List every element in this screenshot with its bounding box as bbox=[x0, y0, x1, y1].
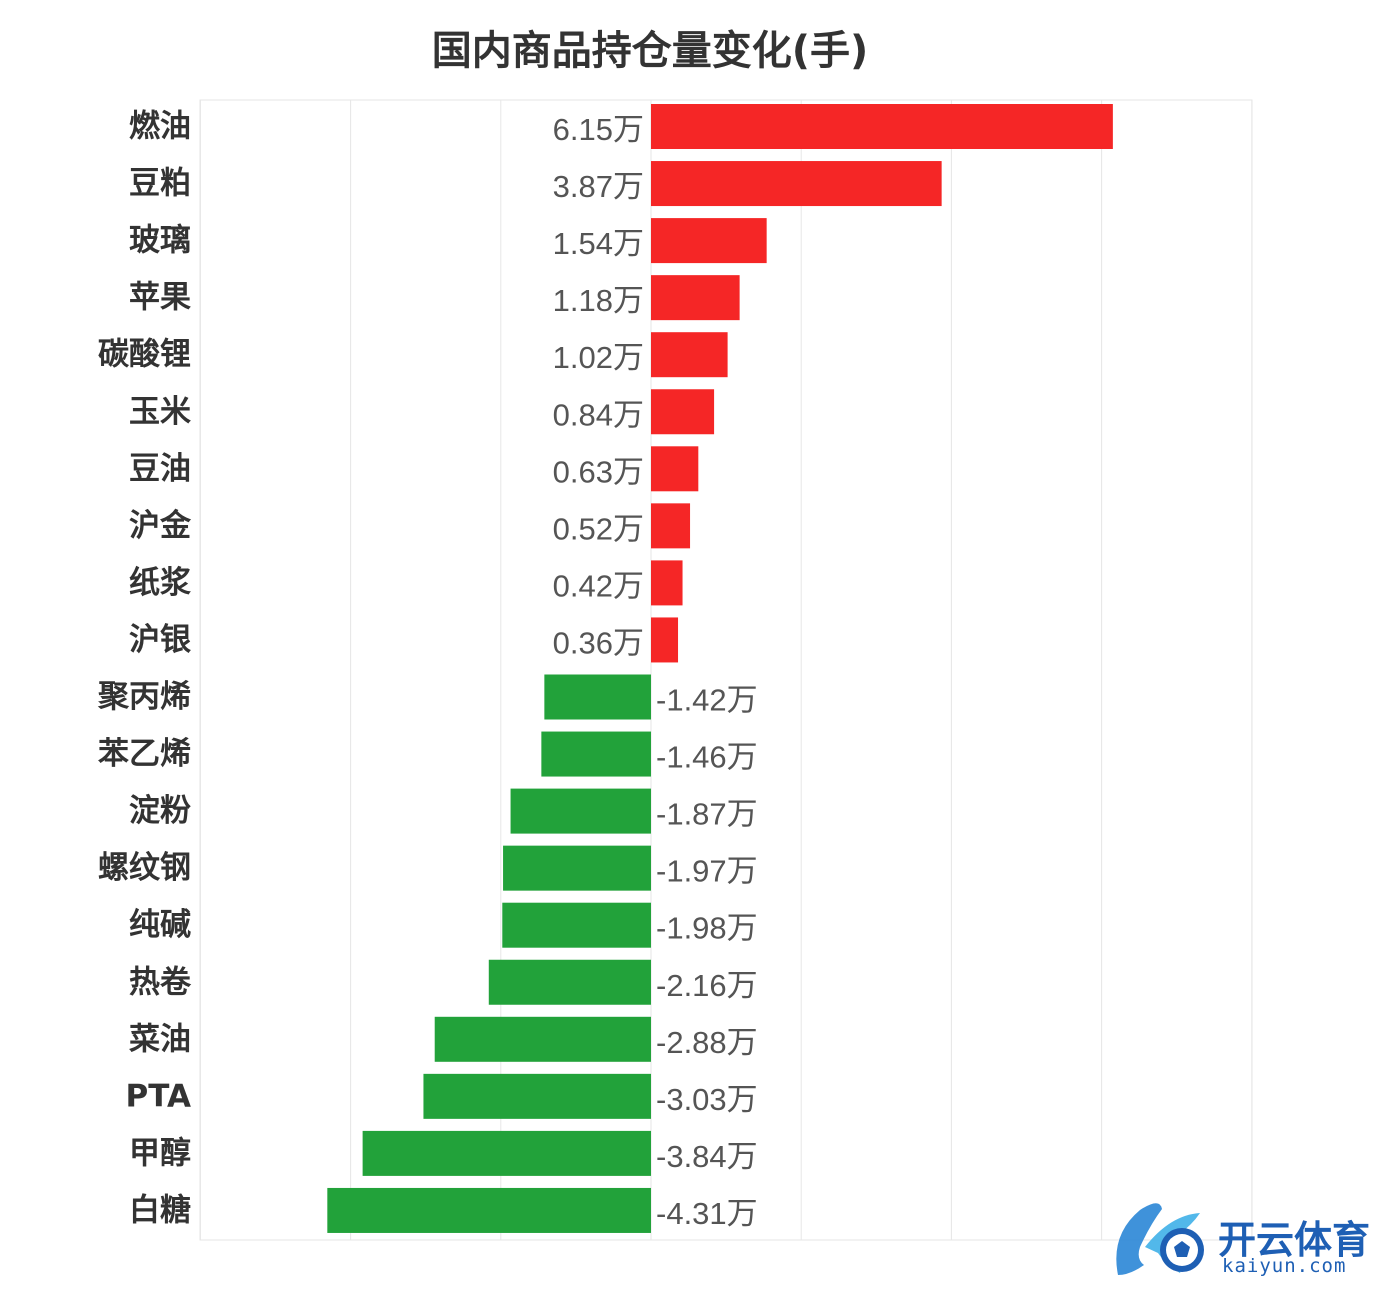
category-label: 豆粕 bbox=[129, 166, 191, 202]
category-label: 碳酸锂 bbox=[98, 337, 191, 373]
bar-1 bbox=[651, 161, 942, 207]
value-label: -1.97万 bbox=[656, 854, 758, 889]
value-label: 0.84万 bbox=[553, 397, 644, 432]
category-label: 纸浆 bbox=[129, 565, 191, 601]
category-label: 菜油 bbox=[129, 1021, 191, 1057]
watermark-text-en: kaiyun.com bbox=[1222, 1255, 1347, 1277]
value-label: 0.63万 bbox=[553, 454, 644, 489]
value-label: 1.18万 bbox=[553, 283, 644, 318]
value-label: -1.87万 bbox=[656, 797, 758, 832]
category-label: 淀粉 bbox=[129, 793, 191, 829]
value-label: 0.36万 bbox=[553, 625, 644, 660]
category-label: 甲醇 bbox=[129, 1135, 191, 1171]
bar-19 bbox=[327, 1187, 651, 1233]
value-label: 0.52万 bbox=[553, 511, 644, 546]
category-label: 白糖 bbox=[129, 1192, 191, 1228]
category-label: 燃油 bbox=[129, 109, 191, 145]
value-label: -3.03万 bbox=[656, 1082, 758, 1117]
bar-18 bbox=[362, 1130, 651, 1176]
plot-frame bbox=[199, 99, 1253, 1241]
bar-12 bbox=[510, 788, 651, 834]
bar-17 bbox=[423, 1073, 651, 1119]
category-label: 豆油 bbox=[129, 451, 191, 487]
value-label: 0.42万 bbox=[553, 568, 644, 603]
value-label: 1.02万 bbox=[553, 340, 644, 375]
category-label: 苯乙烯 bbox=[98, 736, 191, 772]
value-labels: 6.15万 3.87万 1.54万 1.18万 1.02万 0.84万 0.63万 0.52万… bbox=[553, 112, 758, 1231]
value-label: 6.15万 bbox=[553, 112, 644, 147]
value-label: -1.42万 bbox=[656, 683, 758, 718]
chart-title: 国内商品持仓量变化(手) bbox=[431, 28, 869, 74]
value-label: -4.31万 bbox=[656, 1196, 758, 1231]
category-label: 纯碱 bbox=[129, 907, 191, 943]
bar-3 bbox=[651, 275, 740, 321]
category-label: 沪金 bbox=[129, 508, 192, 544]
watermark-text-cn: 开云体育 bbox=[1218, 1218, 1371, 1262]
bar-10 bbox=[544, 674, 651, 720]
category-label: 玻璃 bbox=[129, 223, 191, 259]
bar-7 bbox=[651, 503, 691, 549]
bar-5 bbox=[651, 389, 715, 435]
watermark-logo: 开云体育 kaiyun.com bbox=[1100, 1195, 1385, 1290]
bar-9 bbox=[651, 617, 679, 663]
bar-14 bbox=[502, 902, 651, 948]
category-label: 聚丙烯 bbox=[97, 679, 191, 715]
bar-8 bbox=[651, 560, 683, 606]
bar-13 bbox=[503, 845, 651, 891]
bar-4 bbox=[651, 332, 728, 378]
category-label: PTA bbox=[126, 1078, 191, 1114]
bar-11 bbox=[541, 731, 651, 777]
kaiyun-logo-icon bbox=[1116, 1203, 1204, 1275]
value-label: -1.46万 bbox=[656, 740, 758, 775]
value-label: -3.84万 bbox=[656, 1139, 758, 1174]
category-label: 玉米 bbox=[129, 394, 191, 430]
value-label: 1.54万 bbox=[553, 226, 644, 261]
category-label: 热卷 bbox=[129, 964, 192, 1000]
category-label: 沪银 bbox=[129, 622, 191, 658]
value-label: -2.88万 bbox=[656, 1025, 758, 1060]
bar-2 bbox=[651, 218, 767, 264]
grid-lines bbox=[199, 99, 1253, 1241]
bar-16 bbox=[434, 1016, 651, 1062]
value-label: -2.16万 bbox=[656, 968, 758, 1003]
category-label: 苹果 bbox=[129, 280, 191, 316]
bar-15 bbox=[488, 959, 651, 1005]
bar-6 bbox=[651, 446, 699, 492]
bars bbox=[327, 104, 1113, 1233]
value-label: -1.98万 bbox=[656, 911, 758, 946]
bar-0 bbox=[651, 104, 1113, 149]
category-label: 螺纹钢 bbox=[98, 850, 191, 886]
value-label: 3.87万 bbox=[553, 169, 644, 204]
